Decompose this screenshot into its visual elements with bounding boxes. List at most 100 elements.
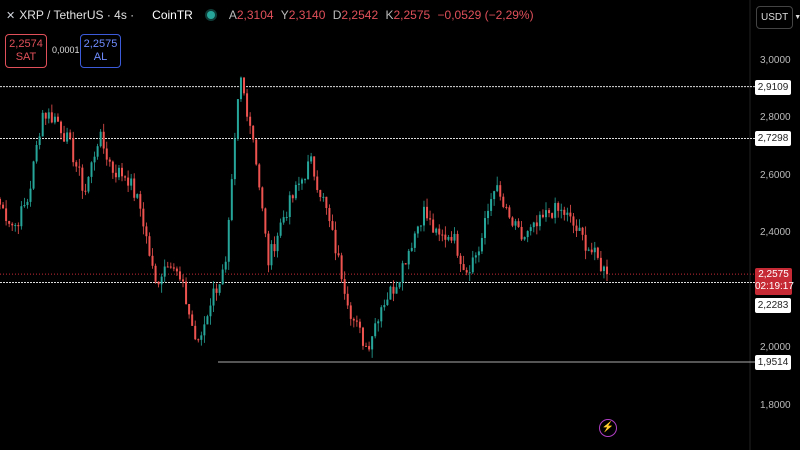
candle-body <box>535 222 538 227</box>
candle-body <box>569 212 572 217</box>
candle-body <box>133 178 136 198</box>
candle-body <box>17 225 20 227</box>
candle-body <box>117 167 120 178</box>
candle-body <box>121 167 124 177</box>
candle-body <box>426 206 429 219</box>
level-label[interactable]: 2,7298 <box>755 131 791 146</box>
candle-body <box>212 288 215 306</box>
low-key: D <box>332 8 342 22</box>
close-key: K <box>385 8 394 22</box>
candle-body <box>490 199 493 211</box>
candle-body <box>581 227 584 235</box>
currency-select[interactable]: USDT ▼ <box>756 6 800 29</box>
candle-body <box>90 162 93 177</box>
open-key: A <box>228 8 237 22</box>
ohlc-values: A2,3104 Y2,3140 D2,2542 K2,2575 −0,0529 … <box>229 8 538 22</box>
candle-body <box>453 233 456 241</box>
candle-body <box>438 228 441 235</box>
candle-body <box>252 125 255 140</box>
candle-body <box>188 303 191 315</box>
candle-body <box>84 190 87 192</box>
candle-body <box>526 231 529 238</box>
candle-body <box>47 112 50 119</box>
candle-body <box>532 222 535 228</box>
candle-body <box>288 195 291 217</box>
close-value: 2,2575 <box>393 8 431 22</box>
market-status-icon <box>206 11 215 19</box>
sell-button[interactable]: 2,2574 SAT <box>5 34 47 68</box>
candle-body <box>383 305 386 308</box>
y-tick: 2,8000 <box>760 112 791 123</box>
candle-body <box>148 236 151 256</box>
candle-body <box>304 179 307 181</box>
candle-body <box>343 279 346 294</box>
candle-body <box>422 206 425 226</box>
candle-body <box>285 216 288 218</box>
level-label[interactable]: 1,9514 <box>755 355 791 370</box>
sell-price: 2,2574 <box>9 38 43 50</box>
candle-body <box>419 225 422 227</box>
candle-body <box>200 335 203 340</box>
candle-body <box>563 209 566 215</box>
candle-body <box>578 227 581 231</box>
candle-body <box>346 293 349 306</box>
candle-body <box>78 166 81 168</box>
candle-body <box>209 305 212 317</box>
candle-body <box>471 257 474 273</box>
candle-body <box>221 269 224 285</box>
buy-button[interactable]: 2,2575 AL <box>80 34 121 68</box>
candle-body <box>331 221 334 230</box>
buy-label: AL <box>93 51 108 63</box>
high-value: 2,3140 <box>288 8 326 22</box>
open-value: 2,3104 <box>236 8 274 22</box>
candle-body <box>325 196 328 209</box>
currency-value: USDT <box>761 12 789 23</box>
candle-body <box>163 266 166 277</box>
candle-body <box>572 216 575 226</box>
candle-body <box>548 210 551 214</box>
candle-body <box>551 213 554 218</box>
candle-body <box>20 206 23 227</box>
lightning-icon[interactable]: ⚡ <box>599 419 617 437</box>
y-tick: 2,0000 <box>760 342 791 353</box>
candle-body <box>474 255 477 258</box>
candle-body <box>358 321 361 328</box>
candle-body <box>291 195 294 199</box>
candle-body <box>544 210 547 218</box>
candle-body <box>377 321 380 324</box>
candle-body <box>465 270 468 273</box>
candle-body <box>328 208 331 222</box>
candle-body <box>233 138 236 180</box>
candle-body <box>172 267 175 269</box>
candle-body <box>282 217 285 223</box>
candle-body <box>593 247 596 253</box>
candle-body <box>279 222 282 236</box>
xrp-logo-icon: ✕ <box>6 9 16 22</box>
candle-body <box>108 159 111 162</box>
candle-body <box>26 201 29 206</box>
low-value: 2,2542 <box>341 8 379 22</box>
candle-body <box>368 346 371 350</box>
candle-body <box>139 194 142 209</box>
candle-body <box>499 185 502 197</box>
candle-body <box>267 233 270 266</box>
candle-body <box>224 261 227 270</box>
candle-body <box>114 172 117 178</box>
candle-body <box>151 255 154 266</box>
candle-body <box>63 133 66 142</box>
candle-body <box>69 132 72 139</box>
level-label[interactable]: 2,9109 <box>755 80 791 95</box>
candle-body <box>175 268 178 272</box>
candle-body <box>584 234 587 251</box>
candle-body <box>340 255 343 280</box>
candle-body <box>511 217 514 226</box>
candle-body <box>93 156 96 163</box>
candle-body <box>602 266 605 272</box>
symbol-title[interactable]: XRP / TetherUS · 4s · <box>19 8 135 22</box>
candle-body <box>352 318 355 321</box>
level-label[interactable]: 2,2283 <box>755 298 791 313</box>
candle-body <box>145 226 148 237</box>
sell-label: SAT <box>15 51 37 63</box>
candle-body <box>560 209 563 211</box>
